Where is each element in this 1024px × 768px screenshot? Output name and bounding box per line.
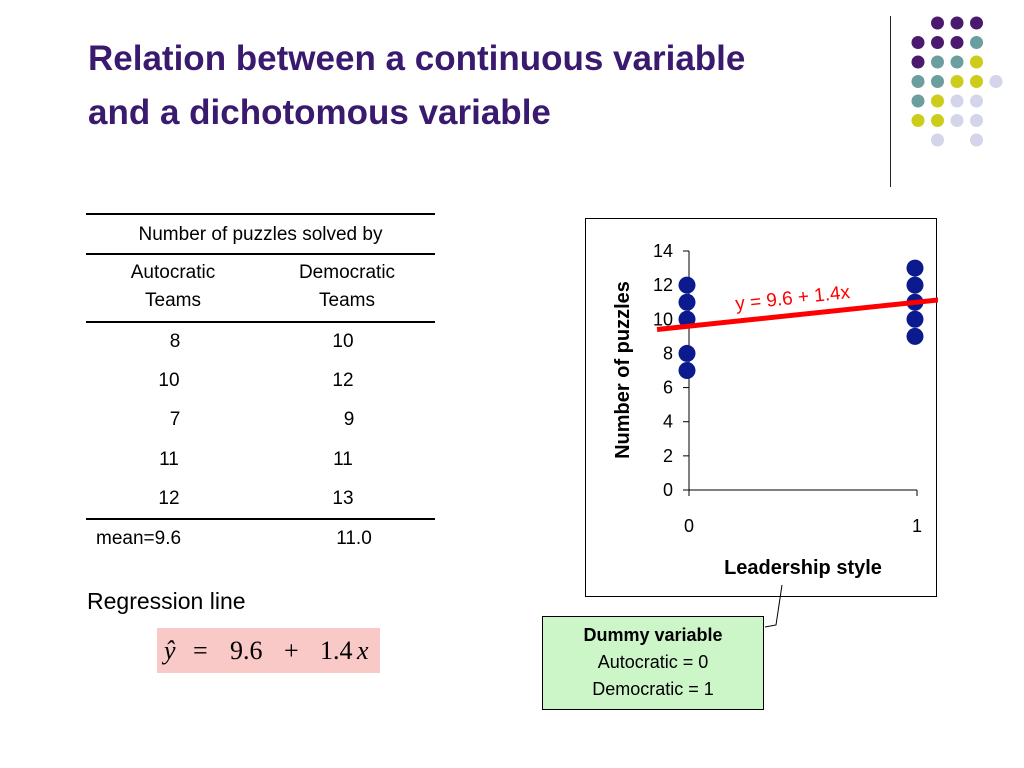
scatter-point (906, 259, 924, 277)
table-row-4-col2: 11 (333, 449, 353, 470)
decor-dot (931, 16, 944, 30)
y-tick-label: 2 (663, 446, 673, 466)
table-row-1-col2: 10 (332, 331, 354, 352)
col1-header: Autocratic Teams (131, 259, 215, 315)
table-row-5-col2: 13 (332, 488, 354, 509)
decor-dot (989, 75, 1003, 88)
dummy-title: Dummy variable (583, 625, 723, 645)
title-line-2: and a dichotomous variable (88, 93, 551, 132)
decor-dot-grid (911, 16, 1003, 147)
scatter-point (678, 362, 696, 379)
decor-dot (911, 75, 925, 88)
table-top-rule (86, 213, 435, 215)
decor-dot (950, 94, 964, 108)
y-axis-label: Number of puzzles (612, 281, 634, 459)
table-row-5-col1: 12 (158, 488, 180, 509)
regression-equation: ŷ = 9.6 + 1.4 x (157, 628, 380, 673)
dummy-line-1: Autocratic = 0 (597, 652, 709, 672)
y-tick-label: 10 (653, 309, 673, 329)
scatter-point (678, 293, 696, 311)
eq-intercept: 9.6 (230, 636, 263, 665)
y-tick-label: 4 (663, 412, 673, 432)
table-row-3-col1: 7 (169, 409, 181, 430)
y-tick-label: 12 (653, 275, 673, 295)
decor-dot (931, 36, 944, 49)
table-row-3-col2: 9 (343, 409, 355, 430)
col2-header-line1: Democratic (298, 262, 396, 283)
dummy-variable-box: Dummy variable Autocratic = 0 Democratic… (542, 616, 764, 710)
decor-dot (931, 114, 944, 127)
y-tick-label: 8 (663, 343, 673, 363)
decor-dot (970, 55, 983, 69)
decor-dot (970, 75, 983, 88)
decor-dot (950, 16, 964, 30)
col2-header: Democratic Teams (299, 259, 395, 315)
decor-dot (911, 55, 925, 69)
scatter-point (906, 327, 924, 345)
decor-dot (931, 94, 944, 108)
eq-plus: + (284, 636, 299, 665)
decor-dot (950, 36, 964, 49)
scatter-point (678, 344, 696, 362)
table-heading-rule (86, 253, 435, 255)
y-tick-label: 0 (663, 480, 673, 500)
table-mean-col1: mean=9.6 (96, 528, 182, 549)
decor-dot (911, 94, 925, 108)
dummy-line-2: Democratic = 1 (592, 679, 714, 699)
decor-dot (931, 55, 944, 69)
decor-dot (911, 114, 925, 127)
table-row-2-col2: 12 (332, 370, 354, 391)
decor-dot (911, 36, 925, 49)
table-row-4-col1: 11 (159, 449, 179, 470)
x-axis-label: Leadership style (724, 557, 882, 579)
table-row-1-col1: 8 (169, 331, 181, 352)
slide-title: Relation between a continuous variable a… (88, 32, 888, 140)
decor-dot (970, 36, 983, 49)
decor-dot (931, 133, 944, 147)
col2-header-line2: Teams (319, 290, 375, 311)
eq-slope: 1.4 (320, 636, 353, 665)
decor-dot (950, 55, 964, 69)
scatter-point (906, 310, 924, 328)
regression-line (656, 297, 938, 332)
eq-yhat: ŷ (164, 636, 176, 665)
col1-header-line2: Teams (145, 290, 201, 311)
decor-dot (950, 75, 964, 88)
title-line-1: Relation between a continuous variable (88, 39, 746, 78)
decor-vertical-line (890, 16, 891, 187)
y-tick-label: 6 (663, 378, 673, 398)
scatter-chart-svg: 0 2 4 6 8 10 12 14 0 1 Leadership style Number of p… (612, 241, 938, 579)
decor-dot (970, 133, 983, 147)
table-row-2-col1: 10 (158, 370, 180, 391)
scatter-point (678, 276, 696, 294)
table-bottom-rule (86, 518, 435, 520)
scatter-point (906, 276, 924, 294)
decor-dot (950, 114, 964, 127)
table-mean-col2: 11.0 (336, 528, 372, 549)
eq-equals: = (193, 636, 208, 665)
decor-dot (970, 94, 983, 108)
regression-label: Regression line (87, 588, 246, 614)
scatter-chart: 0 2 4 6 8 10 12 14 0 1 Leadership style Number of p… (585, 218, 938, 597)
table-header-rule (86, 321, 435, 323)
table-heading: Number of puzzles solved by (138, 224, 383, 245)
y-tick-label: 14 (653, 241, 673, 261)
x-tick-label: 0 (684, 516, 694, 536)
decor-dot (970, 114, 983, 127)
col1-header-line1: Autocratic (130, 262, 216, 283)
decor-dot (931, 75, 944, 88)
decor-dot (970, 16, 983, 30)
eq-x: x (357, 636, 369, 665)
x-tick-label: 1 (912, 516, 922, 536)
